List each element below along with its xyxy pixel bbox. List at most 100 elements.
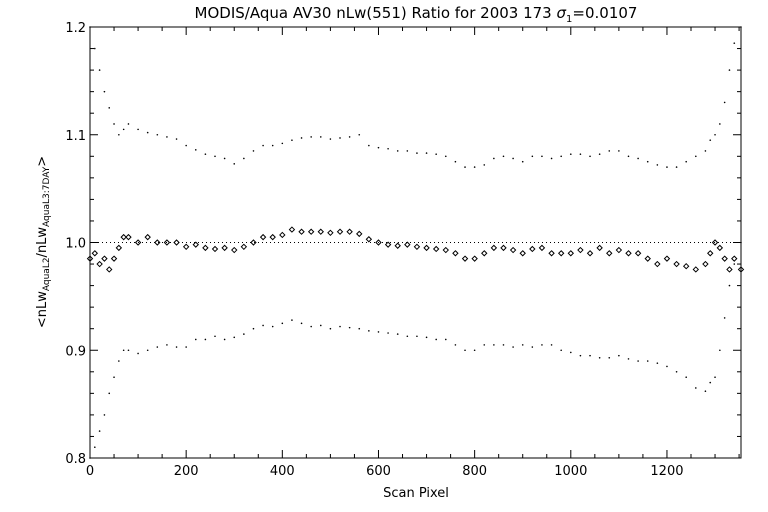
lower-point [714,376,716,378]
upper-point [377,146,380,149]
upper-point [98,69,101,71]
lower-point [156,346,159,348]
mean-point [529,245,536,253]
upper-point [175,138,178,140]
lower-point [541,344,543,346]
x-tick-label: 600 [366,464,391,479]
lower-point [560,349,562,352]
mean-point [317,228,324,235]
mean-point [144,233,151,241]
upper-point [166,136,168,138]
mean-point [577,246,584,254]
lower-point [185,346,187,348]
lower-point [675,371,678,373]
lower-point [310,325,312,328]
series-upper [89,26,742,168]
upper-point [368,144,370,147]
upper-point [512,157,514,160]
mean-point [716,244,724,252]
mean-point [538,244,546,252]
lower-point [214,335,216,338]
mean-point [346,228,353,235]
upper-point [541,155,543,158]
upper-point [118,133,120,136]
lower-point [695,387,697,389]
mean-point [596,244,603,252]
lower-point [348,326,351,329]
lower-point [175,346,178,348]
lower-point [98,430,101,432]
upper-point [122,128,125,131]
lower-point [94,446,96,449]
upper-point [185,144,187,147]
x-tick-label: 400 [270,464,295,479]
lower-point [740,241,742,244]
upper-point [728,69,731,71]
lower-point [204,338,207,341]
upper-point [550,157,553,160]
mean-point [509,246,517,254]
lower-point [464,349,466,352]
lower-point [281,322,284,325]
lower-point [339,325,341,328]
upper-point [223,157,226,160]
lower-point [233,336,236,339]
plot-area [89,26,742,459]
upper-point [194,149,197,151]
upper-point [233,163,236,165]
upper-point [454,160,457,163]
mean-point [702,260,709,268]
mean-point [327,229,334,237]
mean-point [384,241,392,248]
mean-point [726,266,733,273]
upper-point [435,153,437,155]
mean-point [654,260,661,268]
mean-point [106,266,113,273]
y-label-open: <nLw [35,291,50,328]
lower-point [387,332,389,334]
mean-point [231,246,238,254]
mean-point [192,241,199,248]
upper-point [406,150,409,152]
lower-point [416,335,418,338]
upper-point [243,157,245,160]
lower-point [589,354,591,357]
lower-point [368,330,370,332]
x-tick-label: 1000 [554,464,587,479]
mean-point [557,250,565,257]
upper-point [300,137,303,139]
mean-point [259,233,267,241]
y-tick-label: 1.1 [65,129,86,144]
mean-point [615,246,623,254]
x-tick-label: 1200 [650,464,683,479]
mean-point [452,250,459,257]
upper-point [103,90,106,93]
title-suffix: =0.0107 [572,4,637,22]
lower-point [108,392,111,395]
mean-point [173,239,180,246]
mean-point [356,230,363,238]
upper-point [156,133,159,136]
upper-point [656,164,659,166]
mean-point [307,228,315,235]
upper-point [493,157,495,160]
lower-point [627,358,630,360]
lower-point [723,317,726,319]
lower-point [122,349,125,352]
mean-point [269,233,276,241]
upper-point [608,150,611,152]
upper-point [319,136,322,138]
lower-point [406,335,409,338]
y-tick-label: 0.9 [65,344,86,359]
mean-point [586,250,594,257]
y-axis-label: <nLwAquaL2/nLwAquaL3:7DAY> [35,156,52,328]
mean-point [490,244,498,252]
lower-point [444,338,447,341]
upper-point [94,47,96,50]
mean-point [731,255,738,262]
upper-point [291,139,293,141]
upper-point [560,155,562,158]
upper-point [627,155,630,158]
mean-point [682,262,690,270]
